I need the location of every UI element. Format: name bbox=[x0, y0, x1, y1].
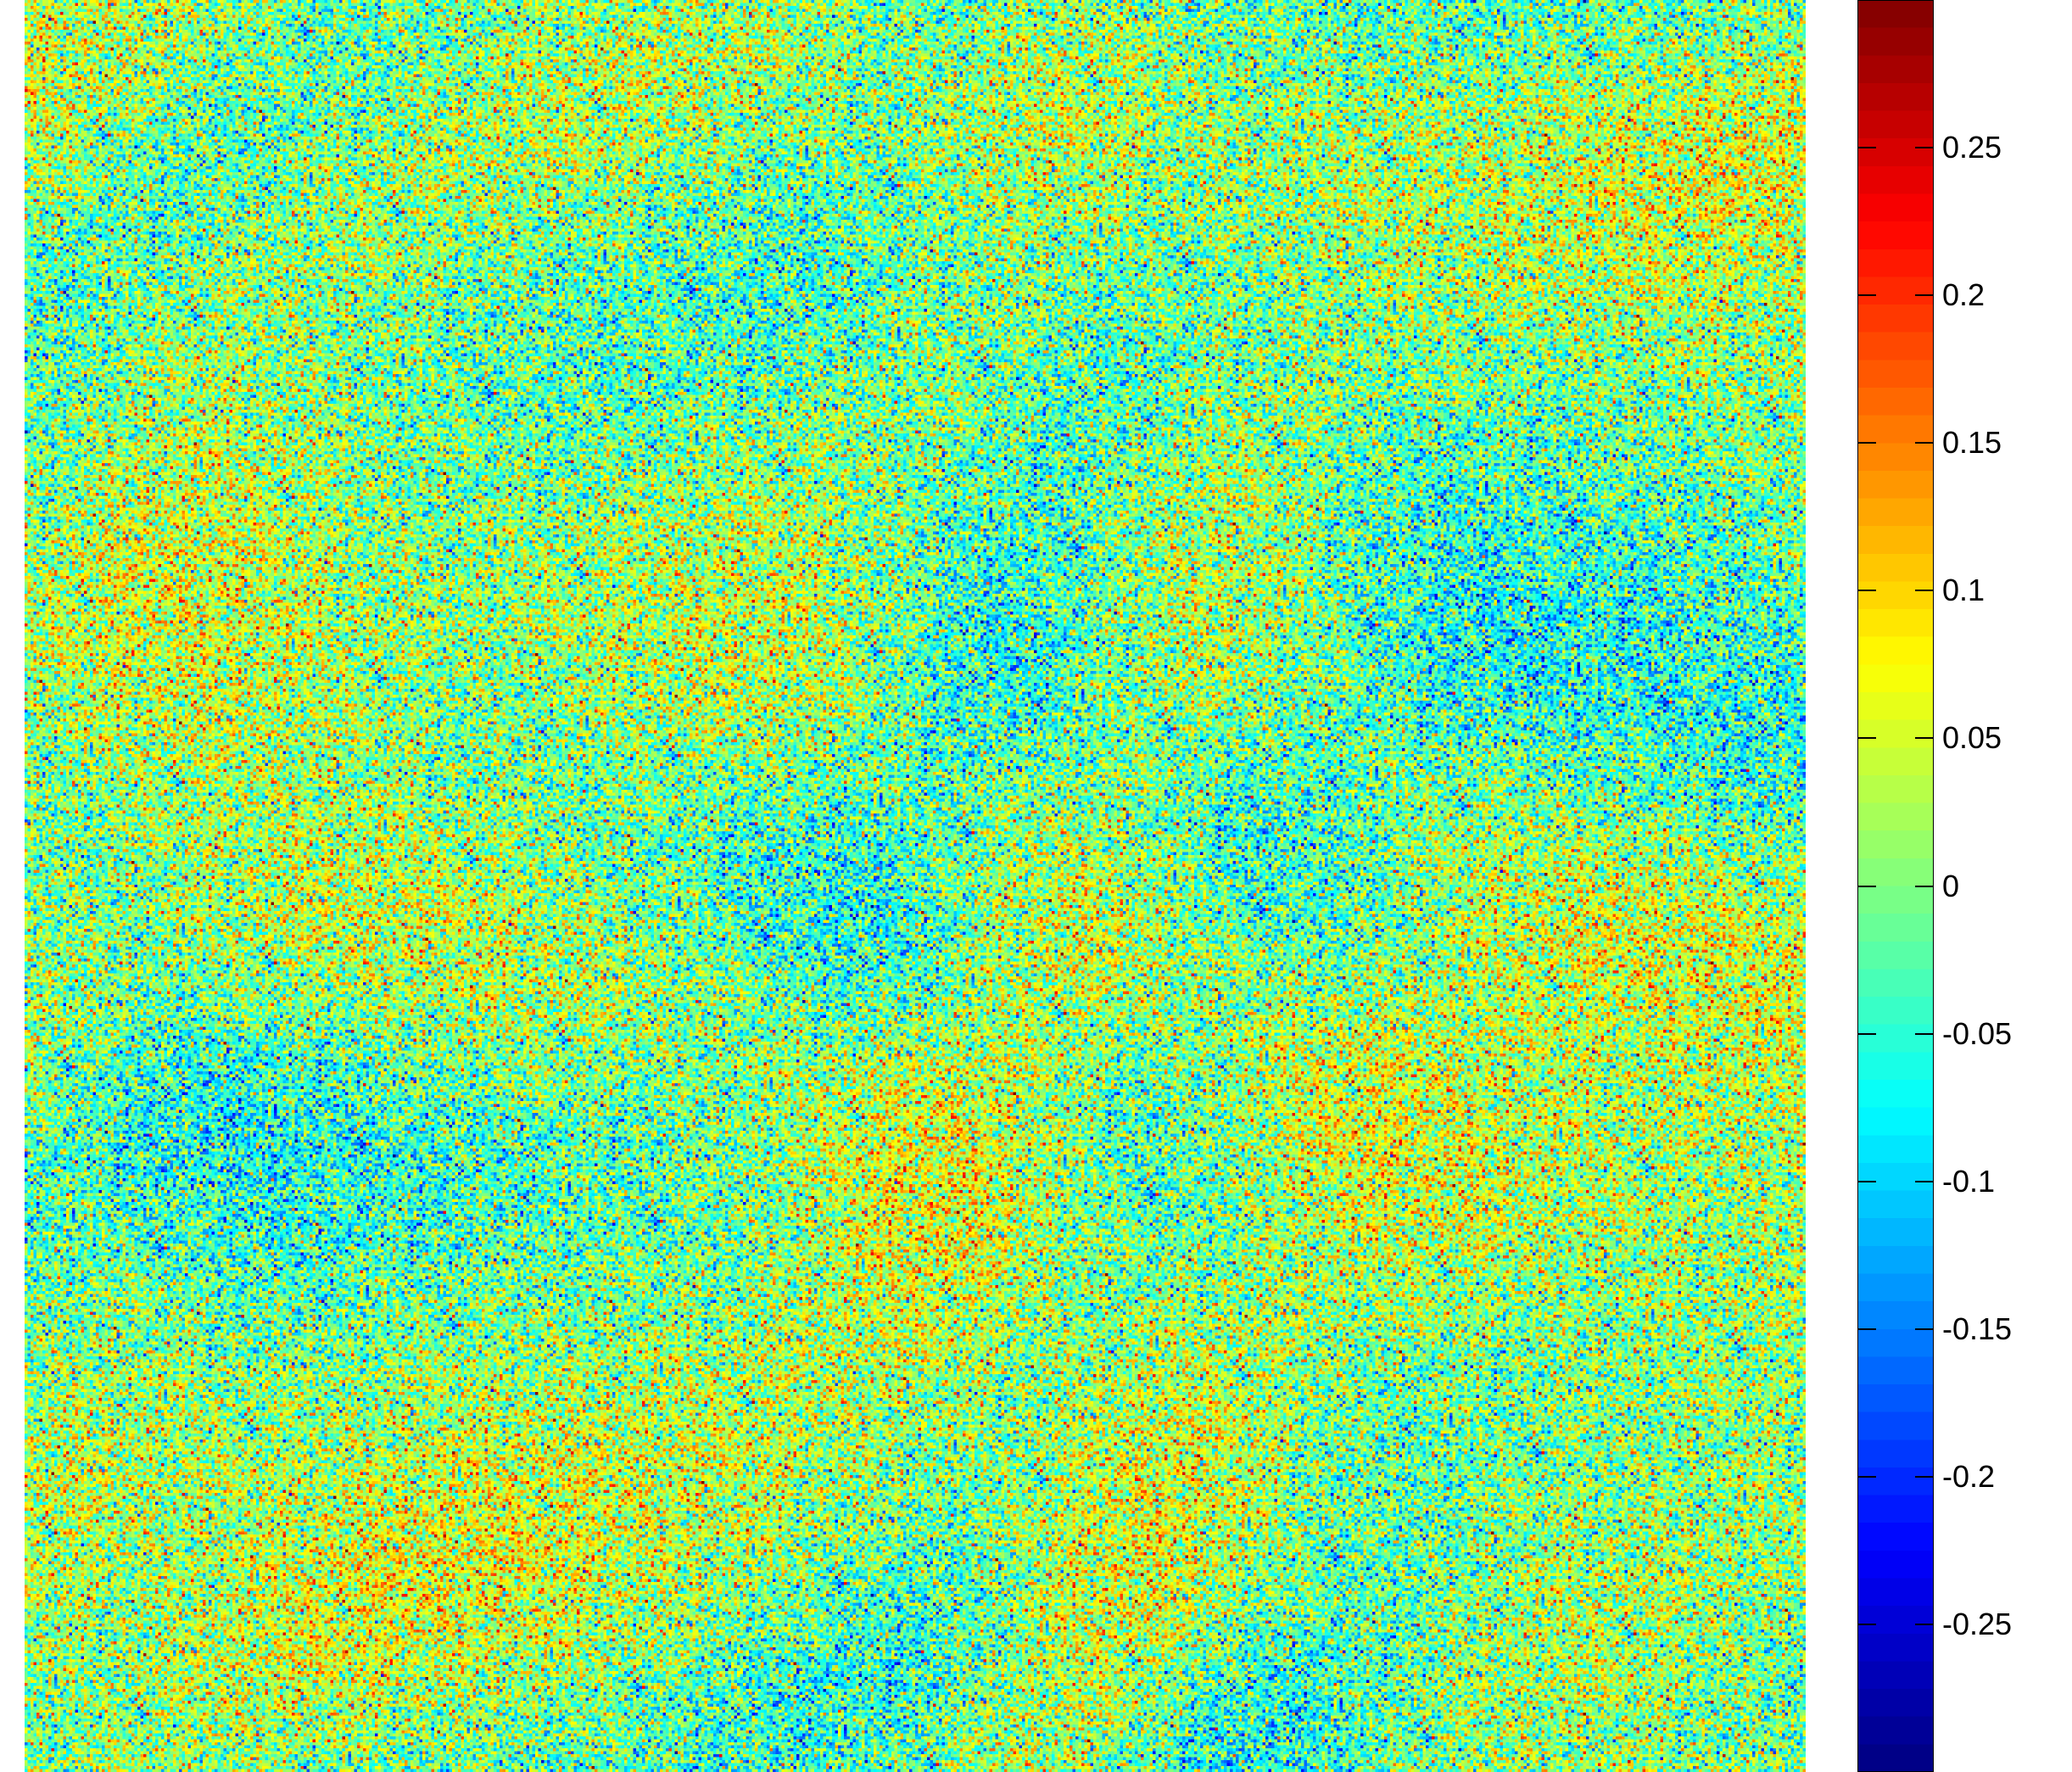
colorbar-tick-mark bbox=[1915, 442, 1934, 444]
colorbar-tick-label: -0.2 bbox=[1942, 1458, 1996, 1494]
colorbar-tick-label: 0.05 bbox=[1942, 720, 2002, 756]
colorbar-tick-label: -0.25 bbox=[1942, 1606, 2013, 1641]
colorbar-tick-mark bbox=[1915, 1328, 1934, 1330]
colorbar-tick-mark bbox=[1857, 442, 1876, 444]
colorbar-tick-mark bbox=[1915, 885, 1934, 887]
colorbar-tick-mark bbox=[1857, 590, 1876, 592]
colorbar-tick-mark bbox=[1915, 147, 1934, 149]
colorbar-tick-mark bbox=[1857, 1328, 1876, 1330]
colorbar-tick-mark bbox=[1857, 1180, 1876, 1182]
heatmap-plot bbox=[25, 0, 1806, 1772]
colorbar-tick-mark bbox=[1915, 590, 1934, 592]
colorbar-tick-label: 0.15 bbox=[1942, 425, 2002, 461]
colorbar bbox=[1857, 0, 1934, 1772]
colorbar-tick-mark bbox=[1857, 1623, 1876, 1625]
colorbar-tick-mark bbox=[1857, 885, 1876, 887]
colorbar-tick-mark bbox=[1857, 737, 1876, 740]
colorbar-tick-label: 0.2 bbox=[1942, 277, 1985, 313]
colorbar-tick-label: -0.05 bbox=[1942, 1015, 2013, 1051]
colorbar-tick-label: 0.25 bbox=[1942, 130, 2002, 165]
colorbar-tick-mark bbox=[1915, 1180, 1934, 1182]
colorbar-tick-label: 0 bbox=[1942, 868, 1960, 903]
colorbar-tick-mark bbox=[1857, 1475, 1876, 1478]
colorbar-tick-mark bbox=[1915, 737, 1934, 740]
colorbar-tick-mark bbox=[1857, 1032, 1876, 1035]
colorbar-tick-mark bbox=[1915, 1623, 1934, 1625]
colorbar-tick-mark bbox=[1857, 294, 1876, 297]
colorbar-tick-label: -0.15 bbox=[1942, 1311, 2013, 1346]
colorbar-tick-mark bbox=[1915, 294, 1934, 297]
colorbar-tick-mark bbox=[1915, 1475, 1934, 1478]
colorbar-tick-mark bbox=[1915, 1032, 1934, 1035]
colorbar-tick-mark bbox=[1857, 147, 1876, 149]
colorbar-tick-label: -0.1 bbox=[1942, 1163, 1996, 1199]
colorbar-tick-label: 0.1 bbox=[1942, 573, 1985, 608]
